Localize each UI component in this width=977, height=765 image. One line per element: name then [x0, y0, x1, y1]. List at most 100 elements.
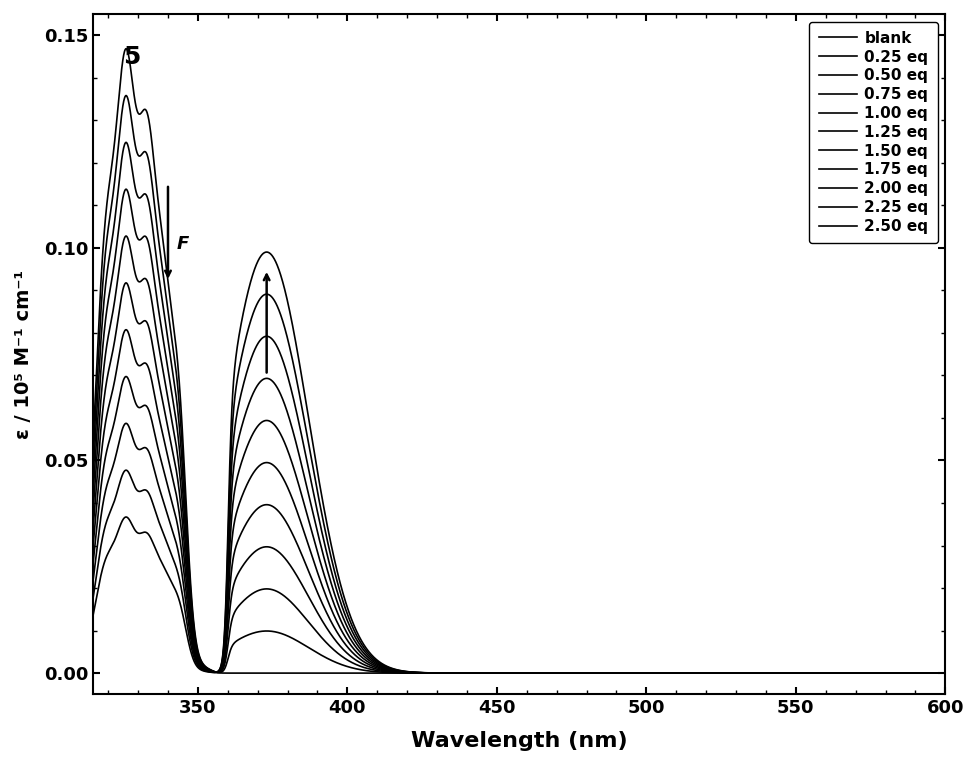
2.50 eq — [261, 247, 273, 256]
Line: 1.00 eq: 1.00 eq — [78, 236, 945, 673]
1.50 eq — [404, 668, 416, 677]
Line: 1.50 eq: 1.50 eq — [78, 330, 945, 673]
blank — [934, 669, 946, 678]
0.75 eq — [120, 184, 132, 194]
1.25 eq — [120, 278, 132, 288]
0.25 eq — [72, 627, 84, 636]
2.25 eq — [828, 669, 840, 678]
2.25 eq — [443, 669, 454, 678]
0.75 eq — [223, 615, 234, 624]
0.25 eq — [921, 669, 933, 678]
0.50 eq — [171, 402, 183, 412]
Text: 5: 5 — [123, 44, 141, 69]
2.25 eq — [72, 654, 84, 663]
Line: 1.75 eq: 1.75 eq — [78, 376, 945, 673]
0.75 eq — [404, 668, 416, 677]
1.00 eq — [404, 668, 416, 677]
0.50 eq — [828, 669, 840, 678]
blank — [72, 623, 84, 633]
Line: blank: blank — [78, 49, 945, 673]
1.75 eq — [921, 669, 933, 678]
1.75 eq — [939, 669, 951, 678]
2.00 eq — [921, 669, 933, 678]
2.00 eq — [443, 669, 454, 678]
blank — [921, 669, 933, 678]
blank — [939, 669, 951, 678]
2.50 eq — [223, 500, 234, 509]
1.25 eq — [223, 579, 234, 588]
2.50 eq — [939, 669, 951, 678]
2.00 eq — [261, 332, 273, 341]
1.75 eq — [404, 668, 416, 677]
1.50 eq — [443, 669, 454, 678]
2.00 eq — [171, 542, 183, 552]
0.50 eq — [72, 630, 84, 640]
0.25 eq — [223, 650, 234, 659]
Line: 2.50 eq: 2.50 eq — [78, 252, 945, 673]
Line: 0.50 eq: 0.50 eq — [78, 142, 945, 673]
1.75 eq — [443, 669, 454, 678]
1.50 eq — [72, 644, 84, 653]
1.75 eq — [223, 543, 234, 552]
blank — [223, 669, 234, 678]
1.25 eq — [171, 473, 183, 482]
0.75 eq — [171, 426, 183, 435]
blank — [120, 44, 132, 54]
1.75 eq — [828, 669, 840, 678]
blank — [404, 669, 416, 678]
1.50 eq — [223, 561, 234, 570]
Y-axis label: ε / 10⁵ M⁻¹ cm⁻¹: ε / 10⁵ M⁻¹ cm⁻¹ — [14, 269, 33, 438]
0.50 eq — [120, 138, 132, 147]
Line: 0.25 eq: 0.25 eq — [78, 96, 945, 673]
0.75 eq — [921, 669, 933, 678]
blank — [828, 669, 840, 678]
Line: 1.25 eq: 1.25 eq — [78, 283, 945, 673]
1.00 eq — [828, 669, 840, 678]
blank — [171, 356, 183, 365]
0.50 eq — [939, 669, 951, 678]
Line: 0.75 eq: 0.75 eq — [78, 189, 945, 673]
0.25 eq — [939, 669, 951, 678]
1.50 eq — [828, 669, 840, 678]
2.50 eq — [921, 669, 933, 678]
Line: 2.25 eq: 2.25 eq — [78, 295, 945, 673]
X-axis label: Wavelength (nm): Wavelength (nm) — [410, 731, 627, 751]
1.00 eq — [443, 669, 454, 678]
Legend: blank, 0.25 eq, 0.50 eq, 0.75 eq, 1.00 eq, 1.25 eq, 1.50 eq, 1.75 eq, 2.00 eq, 2: blank, 0.25 eq, 0.50 eq, 0.75 eq, 1.00 e… — [809, 21, 937, 243]
2.50 eq — [171, 590, 183, 599]
1.00 eq — [939, 669, 951, 678]
1.00 eq — [921, 669, 933, 678]
1.25 eq — [443, 669, 454, 678]
1.75 eq — [72, 647, 84, 656]
1.75 eq — [120, 372, 132, 381]
2.50 eq — [404, 667, 416, 676]
Text: F: F — [177, 235, 189, 252]
1.25 eq — [921, 669, 933, 678]
2.25 eq — [223, 517, 234, 526]
1.00 eq — [171, 450, 183, 459]
1.25 eq — [828, 669, 840, 678]
0.25 eq — [404, 669, 416, 678]
2.50 eq — [72, 657, 84, 666]
1.00 eq — [223, 597, 234, 606]
2.25 eq — [921, 669, 933, 678]
0.75 eq — [443, 669, 454, 678]
1.00 eq — [120, 232, 132, 241]
0.50 eq — [443, 669, 454, 678]
0.75 eq — [939, 669, 951, 678]
1.75 eq — [171, 520, 183, 529]
0.50 eq — [404, 669, 416, 678]
Line: 2.00 eq: 2.00 eq — [78, 337, 945, 673]
2.00 eq — [223, 534, 234, 543]
2.00 eq — [939, 669, 951, 678]
2.50 eq — [828, 669, 840, 678]
1.50 eq — [939, 669, 951, 678]
2.25 eq — [939, 669, 951, 678]
blank — [443, 669, 454, 678]
2.25 eq — [404, 668, 416, 677]
2.25 eq — [261, 290, 273, 299]
1.25 eq — [72, 640, 84, 649]
2.25 eq — [171, 566, 183, 575]
2.50 eq — [443, 669, 454, 678]
0.25 eq — [443, 669, 454, 678]
